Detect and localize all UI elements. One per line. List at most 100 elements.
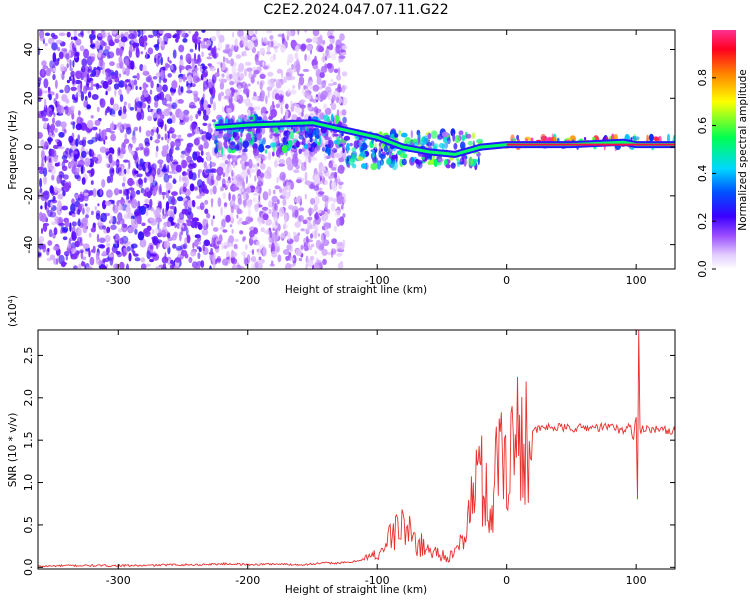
heatmap-cell: [266, 166, 272, 177]
heatmap-cell: [100, 30, 106, 39]
heatmap-cell: [198, 247, 202, 253]
heatmap-cell: [259, 80, 265, 86]
heatmap-cell: [41, 68, 45, 76]
heatmap-cell: [191, 83, 196, 88]
heatmap-cell: [158, 133, 161, 140]
heatmap-cell: [113, 235, 116, 240]
heatmap-cell: [205, 39, 212, 47]
heatmap-cell: [84, 95, 88, 101]
heatmap-cell: [98, 128, 101, 133]
heatmap-cell: [143, 177, 147, 184]
heatmap-cell: [52, 34, 58, 40]
heatmap-cell: [180, 86, 184, 93]
heatmap-cell: [99, 188, 103, 196]
heatmap-cell: [308, 155, 312, 164]
heatmap-cell: [239, 159, 244, 165]
heatmap-cell: [210, 188, 213, 196]
heatmap-cell: [401, 158, 407, 166]
heatmap-cell: [115, 263, 118, 269]
heatmap-cell: [162, 84, 168, 92]
heatmap-cell: [286, 59, 290, 66]
x-tick-label: 100: [626, 574, 647, 587]
heatmap-cell: [47, 164, 53, 170]
heatmap-cell: [197, 241, 202, 245]
heatmap-cell: [291, 30, 294, 36]
heatmap-cell: [265, 145, 271, 149]
heatmap-cell: [410, 130, 413, 139]
heatmap-cell: [316, 76, 320, 86]
heatmap-cell: [444, 142, 449, 149]
heatmap-cell: [214, 72, 220, 78]
heatmap-cell: [305, 87, 309, 93]
heatmap-cell: [191, 58, 195, 62]
heatmap-cell: [212, 215, 215, 220]
heatmap-cell: [298, 215, 304, 222]
heatmap-cell: [171, 195, 175, 206]
heatmap-cell: [194, 265, 201, 269]
heatmap-cell: [133, 170, 139, 174]
heatmap-cell: [441, 131, 449, 138]
heatmap-cell: [51, 221, 56, 226]
heatmap-cell: [386, 158, 392, 165]
heatmap-cell: [74, 194, 79, 199]
heatmap-cell: [63, 174, 69, 180]
heatmap-cell: [313, 229, 318, 240]
heatmap-cell: [95, 212, 101, 220]
heatmap-cell: [132, 250, 136, 256]
heatmap-cell: [328, 161, 334, 169]
heatmap-cell: [339, 261, 344, 265]
heatmap-cell: [41, 60, 47, 67]
heatmap-cell: [117, 121, 123, 131]
colorbar-label: Normalized spectral amplitude: [737, 69, 749, 230]
heatmap-cell: [273, 138, 278, 142]
colorbar: 0.0 0.2 0.4 0.6 0.8 Normalized spectral ampl…: [696, 30, 749, 278]
heatmap-cell: [310, 143, 315, 147]
heatmap-cell: [85, 214, 89, 219]
heatmap-cell: [47, 137, 53, 143]
heatmap-cell: [239, 72, 245, 80]
heatmap-cell: [47, 67, 53, 73]
heatmap-cell: [270, 142, 277, 148]
heatmap-cell: [147, 115, 153, 122]
heatmap-cell: [237, 186, 245, 193]
heatmap-cell: [151, 229, 155, 235]
heatmap-cell: [149, 89, 153, 95]
heatmap-cell: [224, 160, 229, 165]
heatmap-cell: [77, 227, 82, 237]
heatmap-cell: [81, 65, 86, 73]
heatmap-cell: [172, 161, 179, 165]
heatmap-cell: [111, 114, 116, 118]
heatmap-cell: [114, 38, 120, 44]
heatmap-cell: [114, 240, 118, 244]
heatmap-cell: [300, 228, 305, 232]
heatmap-cell: [410, 156, 414, 163]
heatmap-cell: [136, 100, 143, 108]
heatmap-cell: [57, 146, 65, 150]
heatmap-cell: [352, 163, 357, 169]
heatmap-cell: [90, 44, 95, 48]
heatmap-cell: [117, 146, 121, 156]
heatmap-cell: [121, 182, 126, 187]
heatmap-cell: [60, 228, 63, 234]
heatmap-cell: [292, 153, 296, 161]
heatmap-cell: [147, 191, 152, 199]
heatmap-cell: [313, 185, 320, 192]
heatmap-cell: [301, 148, 305, 152]
heatmap-cell: [175, 146, 180, 151]
heatmap-cell: [184, 172, 189, 176]
heatmap-cell: [336, 241, 343, 247]
heatmap-cell: [155, 150, 158, 158]
heatmap-cell: [136, 72, 140, 81]
heatmap-cell: [459, 141, 466, 150]
heatmap-cell: [155, 266, 160, 269]
heatmap-cell: [238, 217, 243, 222]
heatmap-cell: [307, 207, 315, 215]
heatmap-cell: [91, 30, 94, 34]
heatmap-cell: [323, 222, 330, 230]
heatmap-cell: [246, 67, 253, 72]
heatmap-cell: [330, 113, 334, 123]
heatmap-cell: [99, 57, 104, 67]
heatmap-cell: [72, 150, 78, 155]
heatmap-cell: [165, 190, 169, 199]
